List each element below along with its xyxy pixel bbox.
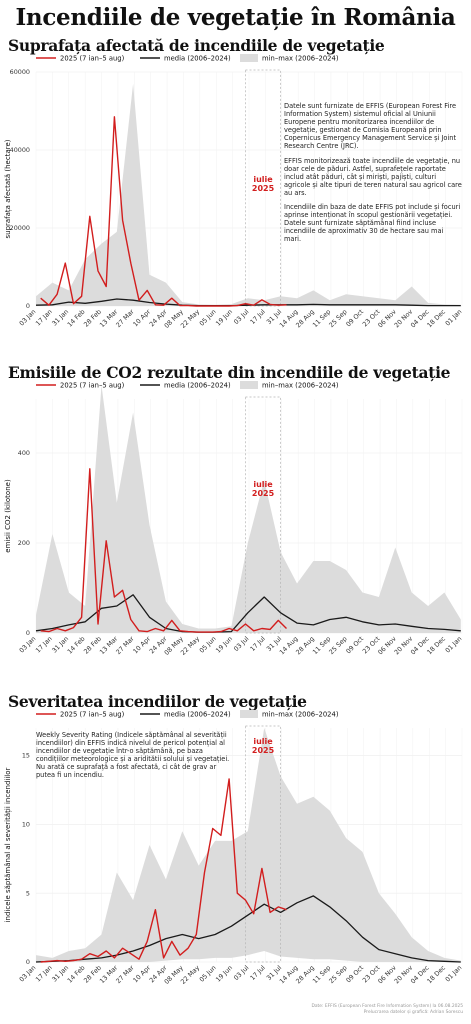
y-tick-label: 400: [18, 449, 30, 457]
source-line: Date: EFFIS (European Forest Fire Inform…: [311, 1004, 463, 1009]
x-tick-label: 03 Jan: [18, 635, 38, 655]
y-axis-label: emisii CO2 (kilotone): [4, 479, 12, 553]
x-tick-label: 18 Dec: [425, 634, 447, 656]
x-tick-label: 25 Sep: [327, 635, 348, 656]
co2-chart-title: Emisiile de CO2 rezultate din incendiile…: [8, 363, 451, 382]
x-tick-label: 19 Jun: [214, 964, 234, 984]
y-tick-label: 20000: [10, 224, 30, 232]
year-2025-line: [40, 468, 287, 633]
legend-range-label: min–max (2006–2024): [262, 711, 339, 719]
y-tick-label: 0: [26, 629, 30, 637]
y-tick-label: 60000: [10, 68, 30, 76]
x-tick-label: 05 Jun: [198, 635, 218, 655]
mean-line: [35, 895, 461, 963]
x-tick-label: 17 Jul: [249, 964, 267, 982]
legend-range-swatch: [240, 710, 258, 718]
x-tick-label: 01 Jan: [444, 308, 464, 328]
min-max-band: [36, 728, 461, 962]
x-tick-label: 03 Jan: [18, 308, 38, 328]
july-label: iulie: [253, 737, 273, 746]
x-tick-label: 18 Dec: [425, 963, 447, 985]
severity-note-paragraph: Weekly Severity Rating (Indicele săptămâ…: [36, 731, 230, 780]
x-tick-label: 03 Jul: [232, 308, 250, 326]
july-label: iulie: [253, 175, 273, 184]
x-tick-label: 27 Mar: [114, 635, 136, 657]
severity-chart-note: Weekly Severity Rating (Indicele săptămâ…: [36, 731, 236, 786]
area-chart-note: Datele sunt furnizate de EFFIS (European…: [284, 102, 462, 250]
july-highlight-box: [245, 69, 281, 307]
credit-line: Prelucrarea datelor și grafică: Adrian S…: [363, 1009, 463, 1015]
x-tick-label: 17 Jan: [34, 635, 54, 655]
legend-mean-label: media (2006–2024): [164, 382, 231, 390]
y-tick-label: 5: [26, 889, 30, 897]
x-tick-label: 17 Jan: [34, 308, 54, 328]
july-year-label: 2025: [252, 184, 275, 193]
x-tick-label: 03 Jul: [232, 635, 250, 653]
mean-line: [35, 594, 461, 633]
x-tick-label: 25 Sep: [327, 964, 348, 985]
x-tick-label: 19 Jun: [214, 308, 234, 328]
july-highlight-box: [245, 725, 281, 963]
x-tick-label: 18 Dec: [425, 307, 447, 329]
legend-range-swatch: [240, 54, 258, 62]
legend-mean-label: media (2006–2024): [164, 711, 231, 719]
legend-2025-label: 2025 (7 ian–5 aug): [60, 711, 125, 719]
x-tick-label: 17 Jul: [249, 635, 267, 653]
x-tick-label: 17 Jul: [249, 308, 267, 326]
min-max-band: [36, 83, 461, 306]
x-tick-label: 27 Mar: [114, 308, 136, 330]
area-note-paragraph-2: EFFIS monitorizează toate incendiile de …: [284, 156, 462, 197]
year-2025-line: [40, 778, 287, 963]
y-tick-label: 10: [22, 821, 30, 829]
y-axis-label: suprafața afectată (hectare): [4, 139, 13, 238]
x-tick-label: 01 Jan: [444, 964, 464, 984]
y-tick-label: 40000: [10, 146, 30, 154]
y-tick-label: 0: [26, 302, 30, 310]
min-max-band: [36, 385, 461, 633]
july-year-label: 2025: [252, 746, 275, 755]
x-tick-label: 01 Jan: [444, 635, 464, 655]
y-tick-label: 15: [22, 752, 30, 760]
x-tick-label: 25 Sep: [327, 308, 348, 329]
y-tick-label: 200: [18, 539, 30, 547]
legend-range-label: min–max (2006–2024): [262, 55, 339, 63]
x-tick-label: 03 Jan: [18, 964, 38, 984]
legend-range-swatch: [240, 381, 258, 389]
july-highlight-box: [245, 396, 281, 634]
legend-range-label: min–max (2006–2024): [262, 382, 339, 390]
x-tick-label: 19 Jun: [214, 635, 234, 655]
legend-mean-label: media (2006–2024): [164, 55, 231, 63]
y-axis-label: indicele săptămânal al severității incen…: [4, 767, 13, 922]
year-2025-line: [40, 116, 287, 307]
mean-line: [35, 298, 461, 307]
y-tick-label: 0: [26, 958, 30, 966]
page-title: Incendiile de vegetație în România: [15, 4, 456, 31]
x-tick-label: 03 Jul: [232, 964, 250, 982]
area-note-paragraph-1: Datele sunt furnizate de EFFIS (European…: [284, 102, 457, 151]
july-year-label: 2025: [252, 489, 275, 498]
area-note-paragraph-3: Incendiile din baza de date EFFIS pot in…: [284, 203, 461, 244]
legend-2025-label: 2025 (7 ian–5 aug): [60, 382, 125, 390]
severity-chart-title: Severitatea incendiilor de vegetație: [8, 692, 307, 711]
x-tick-label: 17 Jan: [34, 964, 54, 984]
legend-2025-label: 2025 (7 ian–5 aug): [60, 55, 125, 63]
area-chart: 2025 (7 ian–5 aug) media (2006–2024) min–m…: [4, 54, 464, 330]
source-footer: Date: EFFIS (European Forest Fire Inform…: [311, 1004, 463, 1015]
x-tick-label: 05 Jun: [198, 964, 218, 984]
july-label: iulie: [253, 480, 273, 489]
x-tick-label: 27 Mar: [114, 964, 136, 986]
area-chart-title: Suprafața afectată de incendiile de vege…: [8, 36, 385, 55]
severity-chart: 2025 (7 ian–5 aug) media (2006–2024) min–m…: [4, 710, 464, 986]
x-tick-label: 05 Jun: [198, 308, 218, 328]
co2-chart: 2025 (7 ian–5 aug) media (2006–2024) min–m…: [4, 381, 464, 657]
